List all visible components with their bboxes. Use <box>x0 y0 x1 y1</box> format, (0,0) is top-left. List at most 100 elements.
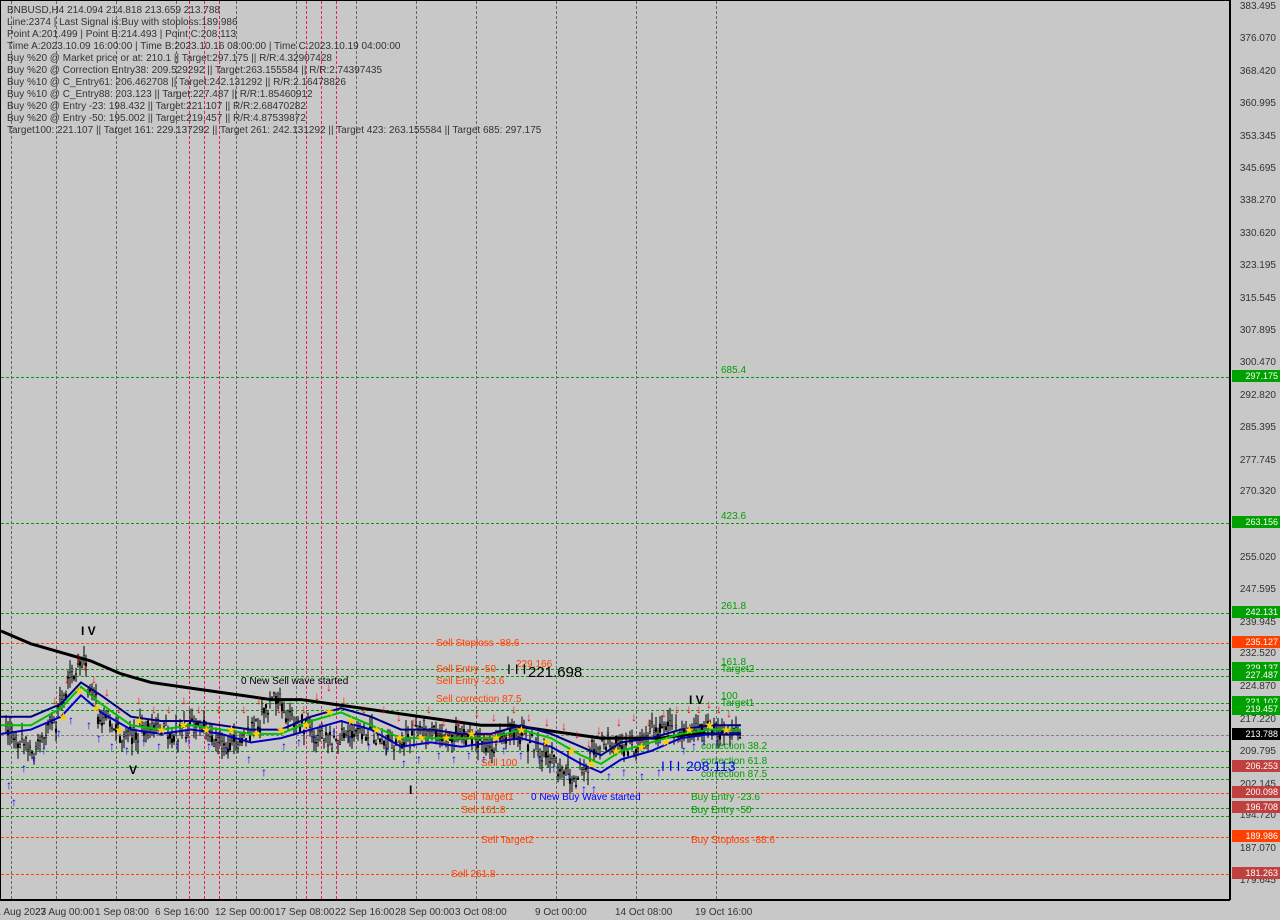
arrow-icon: ↑ <box>331 727 337 739</box>
arrow-icon: ↑ <box>109 740 115 752</box>
y-tick: 315.545 <box>1240 293 1276 304</box>
price-tag: 219.457 <box>1232 703 1280 715</box>
star-icon: ★ <box>346 715 357 727</box>
arrow-icon: ↓ <box>301 703 307 715</box>
price-tag: 213.788 <box>1232 728 1280 740</box>
arrow-icon: ↓ <box>411 716 417 728</box>
arrow-icon: ↑ <box>346 732 352 744</box>
arrow-icon: ↑ <box>384 744 390 756</box>
star-icon: ★ <box>156 724 167 736</box>
y-tick: 292.820 <box>1240 390 1276 401</box>
star-icon: ★ <box>611 745 622 757</box>
y-tick: 300.470 <box>1240 357 1276 368</box>
level-line <box>1 377 1229 378</box>
y-tick: 307.895 <box>1240 325 1276 336</box>
star-icon: ★ <box>301 719 312 731</box>
x-tick: 14 Oct 08:00 <box>615 907 672 918</box>
annotation: correction 38.2 <box>701 741 767 752</box>
arrow-icon: ↑ <box>141 736 147 748</box>
star-icon: ★ <box>134 715 145 727</box>
annotation: Sell 161.8 <box>461 805 505 816</box>
level-label: 423.6 <box>721 511 746 522</box>
star-icon: ★ <box>721 724 732 736</box>
arrow-icon: ↑ <box>639 770 645 782</box>
level-label: 685.4 <box>721 365 746 376</box>
annotation: Sell 261.8 <box>451 869 495 880</box>
y-tick: 187.070 <box>1240 843 1276 854</box>
arrow-icon: ↓ <box>116 703 122 715</box>
info-line: Target100: 221.107 || Target 161: 229.13… <box>7 125 541 136</box>
arrow-icon: ↑ <box>31 753 37 765</box>
y-tick: 277.745 <box>1240 455 1276 466</box>
arrow-icon: ↓ <box>361 703 367 715</box>
arrow-icon: ↑ <box>224 744 230 756</box>
arrow-icon: ↓ <box>661 707 667 719</box>
wave-label: I <box>409 783 412 797</box>
x-axis: 21 Aug 202327 Aug 00:001 Sep 08:006 Sep … <box>0 900 1230 920</box>
arrow-icon: ↓ <box>166 703 172 715</box>
arrow-icon: ↓ <box>276 703 282 715</box>
annotation: Buy Entry -23.6 <box>691 792 760 803</box>
annotation: Sell Target2 <box>481 835 534 846</box>
price-tag: 189.986 <box>1232 830 1280 842</box>
star-icon: ★ <box>371 724 382 736</box>
info-line: Buy %20 @ Entry -50: 195.002 || Target:2… <box>7 113 306 124</box>
annotation: Buy Entry -50 <box>691 805 752 816</box>
arrow-icon: ↓ <box>586 737 592 749</box>
wave-label: V <box>129 763 137 777</box>
arrow-icon: ↑ <box>518 749 524 761</box>
star-icon: ★ <box>394 732 405 744</box>
chart-area[interactable]: 685.4423.6261.8161.8100BNBUSD,H4 214.094… <box>0 0 1230 900</box>
arrow-icon: ↑ <box>124 744 130 756</box>
info-line: Buy %20 @ Market price or at: 210.1 || T… <box>7 53 332 64</box>
x-tick: 19 Oct 16:00 <box>695 907 752 918</box>
y-tick: 323.195 <box>1240 260 1276 271</box>
arrow-icon: ↓ <box>396 711 402 723</box>
arrow-icon: ↓ <box>326 681 332 693</box>
info-line: Point A:201.499 | Point B:214.493 | Poin… <box>7 29 236 40</box>
y-tick: 330.620 <box>1240 228 1276 239</box>
star-icon: ★ <box>416 732 427 744</box>
price-tag: 263.156 <box>1232 516 1280 528</box>
star-icon: ★ <box>324 706 335 718</box>
arrow-icon: ↑ <box>156 740 162 752</box>
price-tag: 181.263 <box>1232 867 1280 879</box>
arrow-icon: ↑ <box>11 796 17 808</box>
arrow-icon: ↓ <box>674 703 680 715</box>
price-tag: 227.487 <box>1232 669 1280 681</box>
arrow-icon: ↑ <box>591 783 597 795</box>
level-line <box>1 874 1229 875</box>
star-icon: ★ <box>58 711 69 723</box>
star-icon: ★ <box>661 736 672 748</box>
y-tick: 232.520 <box>1240 648 1276 659</box>
x-tick: 3 Oct 08:00 <box>455 907 507 918</box>
y-tick: 383.495 <box>1240 1 1276 12</box>
price-tag: 200.098 <box>1232 786 1280 798</box>
annotation: Buy Stoploss -88.6 <box>691 835 775 846</box>
annotation: Target2 <box>721 664 754 675</box>
arrow-icon: ↑ <box>536 753 542 765</box>
arrow-icon: ↓ <box>616 716 622 728</box>
price-tag: 196.708 <box>1232 801 1280 813</box>
x-tick: 1 Sep 08:00 <box>95 907 149 918</box>
arrow-icon: ↓ <box>491 711 497 723</box>
level-line <box>1 808 1229 809</box>
y-tick: 353.345 <box>1240 131 1276 142</box>
level-label: 261.8 <box>721 601 746 612</box>
x-tick: 28 Sep 00:00 <box>395 907 455 918</box>
arrow-icon: ↓ <box>706 698 712 710</box>
arrow-icon: ↑ <box>621 766 627 778</box>
x-tick: 17 Sep 08:00 <box>275 907 335 918</box>
price-tag: 235.127 <box>1232 636 1280 648</box>
star-icon: ★ <box>566 745 577 757</box>
star-icon: ★ <box>178 719 189 731</box>
info-line: Line:2374 | Last Signal is:Buy with stop… <box>7 17 238 28</box>
arrow-icon: ↑ <box>681 744 687 756</box>
arrow-icon: ↓ <box>52 694 58 706</box>
y-tick: 255.020 <box>1240 552 1276 563</box>
grid-line <box>636 1 637 899</box>
arrow-icon: ↓ <box>426 703 432 715</box>
arrow-icon: ↓ <box>726 707 732 719</box>
y-tick: 376.070 <box>1240 33 1276 44</box>
y-tick: 338.270 <box>1240 195 1276 206</box>
